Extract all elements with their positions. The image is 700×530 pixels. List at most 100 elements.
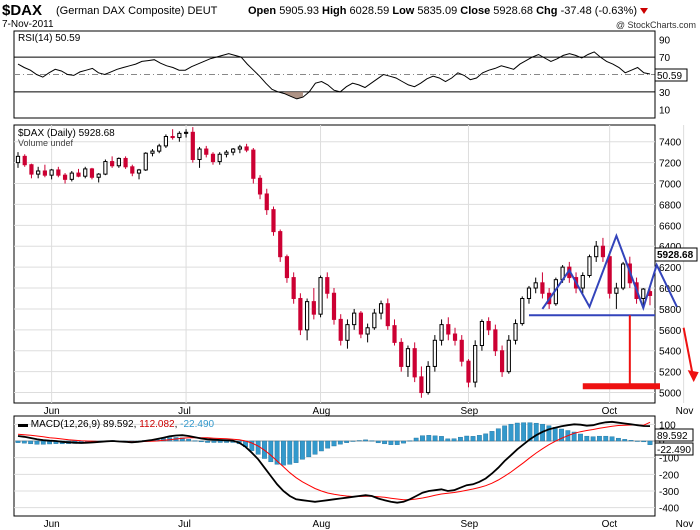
macd-hist-bar — [495, 428, 501, 442]
candle-up — [217, 153, 222, 163]
rsi-label: RSI(14) 50.59 — [18, 33, 81, 44]
macd-hist-bar — [363, 439, 368, 442]
macd-hist-bar — [590, 436, 596, 442]
candle-down — [271, 209, 276, 233]
open-label: Open — [248, 5, 277, 17]
macd-hist-bar — [476, 435, 482, 442]
macd-tick-label: -100 — [659, 454, 679, 465]
macd-hist-bar — [325, 440, 331, 449]
macd-hist-bar — [451, 438, 457, 442]
macd-hist-bar — [445, 438, 451, 442]
down-arrow-icon — [640, 8, 648, 15]
candle-up — [533, 282, 538, 289]
macd-hist-bar — [470, 436, 476, 442]
hist-last-box — [654, 442, 694, 456]
macd-hist-bar — [211, 440, 217, 443]
macd-name: MACD(12,26,9) — [31, 419, 100, 430]
candle-up — [580, 274, 585, 289]
candle-up — [237, 146, 242, 150]
macd-hist-bar — [641, 440, 647, 443]
macd-last-label: 89.592 — [657, 431, 688, 442]
macd-month-label: Jun — [44, 519, 60, 530]
candle-down — [446, 324, 451, 335]
macd-hist-bar — [394, 440, 400, 445]
price-month-label: Jul — [178, 406, 191, 417]
price-tick-label: 6000 — [659, 284, 682, 295]
watermark: @ StockCharts.com — [615, 20, 696, 30]
macd-hist-bar — [413, 437, 419, 442]
candle-down — [466, 360, 471, 383]
candle-down — [358, 312, 363, 335]
price-month-label: Aug — [313, 406, 331, 417]
macd-hist-bar — [559, 428, 564, 442]
price-tick-label: 5000 — [659, 389, 682, 400]
candle-down — [244, 146, 249, 151]
low-value: 5835.09 — [417, 5, 458, 17]
macd-month-axis: Jun Jul Aug Sep Oct Nov — [44, 519, 694, 530]
close-label: Close — [460, 5, 491, 17]
macd-hist-bar — [489, 431, 495, 442]
macd-line — [17, 420, 651, 504]
exchange-label: DEUT — [187, 5, 218, 17]
macd-hist-bar — [331, 440, 337, 447]
macd-hist-bar — [578, 433, 583, 442]
macd-hist-bar — [533, 422, 539, 442]
macd-label: ▬ MACD(12,26,9) 89.592, 112.082, -22.490 — [18, 419, 215, 430]
price-tick-label: 5200 — [659, 368, 682, 379]
candle-down — [210, 153, 216, 163]
price-month-label: Oct — [602, 406, 618, 417]
rsi-grid — [14, 56, 655, 93]
candle-up — [143, 152, 148, 171]
candle-up — [641, 288, 646, 299]
candle-up — [345, 324, 350, 341]
candle-down — [204, 148, 209, 155]
price-label: $DAX (Daily) 5928.68 — [18, 128, 115, 139]
macd-hist-bar — [420, 435, 425, 442]
price-tick-label: 6600 — [659, 221, 682, 232]
candle-down — [540, 282, 545, 294]
macd-value: 89.592 — [103, 419, 134, 430]
macd-hist-bar — [287, 440, 293, 465]
candle-down — [251, 149, 256, 179]
macd-hist-bar — [274, 440, 280, 465]
candle-up — [183, 131, 189, 134]
macd-hist-bar — [647, 440, 653, 445]
candle-up — [378, 303, 384, 314]
macd-last-box — [654, 428, 694, 442]
candle-up — [365, 327, 370, 335]
macd-hist-bar — [15, 440, 21, 443]
macd-month-label: Jul — [178, 519, 191, 530]
candle-up — [49, 169, 54, 176]
candle-down — [170, 135, 175, 139]
macd-series — [17, 420, 651, 504]
price-last-label: 5928.68 — [657, 250, 694, 261]
macd-histogram — [15, 422, 653, 466]
macd-hist-bar — [521, 422, 527, 442]
candle-down — [29, 164, 34, 175]
candle-up — [473, 345, 478, 383]
price-axis: 7400720070006800660064006200600058005600… — [659, 138, 682, 400]
macd-legend-line-icon: ▬ — [18, 419, 31, 430]
company-name: (German DAX Composite) DEUT — [56, 5, 217, 17]
candle-up — [439, 324, 444, 341]
signal-value: 112.082 — [139, 419, 175, 430]
macd-hist-bar — [426, 435, 432, 442]
macd-hist-bar — [552, 427, 558, 442]
candle-down — [291, 277, 296, 299]
macd-hist-bar — [375, 440, 381, 444]
candle-down — [42, 170, 47, 176]
rsi-tick-label: 90 — [659, 36, 671, 47]
macd-hist-bar — [28, 440, 34, 445]
candle-down — [190, 131, 195, 160]
macd-month-label: Oct — [602, 519, 618, 530]
close-value: 5928.68 — [493, 5, 534, 17]
rsi-series — [17, 51, 651, 100]
candle-up — [513, 323, 518, 341]
candle-down — [499, 350, 505, 373]
macd-hist-bar — [584, 435, 590, 442]
macd-hist-bar — [622, 439, 628, 442]
price-tick-label: 7400 — [659, 138, 682, 149]
candle-down — [298, 297, 303, 331]
candle-down — [493, 329, 498, 352]
macd-hist-bar — [192, 440, 198, 442]
